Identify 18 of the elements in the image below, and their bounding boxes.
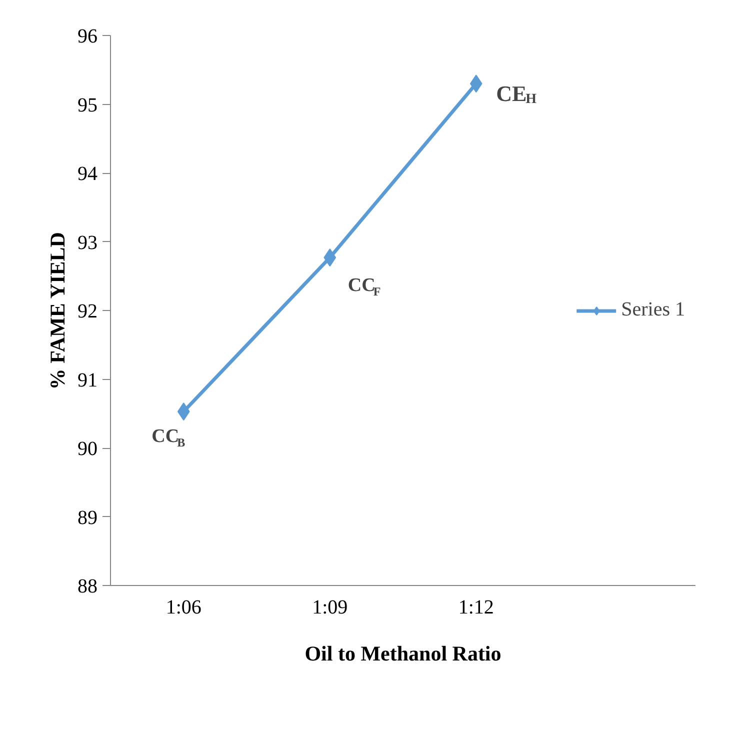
- point: [177, 402, 190, 421]
- y-tick-label: 88: [78, 576, 98, 598]
- x-tick-label: 1:09: [312, 596, 348, 618]
- y-tick-label: 94: [78, 163, 98, 185]
- point: [324, 248, 336, 267]
- y-tick-label: 89: [78, 506, 98, 529]
- y-tick-label: 96: [78, 26, 98, 48]
- y-tick-label: 93: [78, 232, 98, 254]
- y-tick-label: 95: [78, 94, 98, 116]
- y-tick-label: 91: [78, 369, 98, 392]
- y-tick-label: 92: [78, 300, 98, 322]
- legend-label: Series 1: [621, 298, 685, 322]
- y-tick-label: 90: [78, 438, 98, 460]
- point: [470, 74, 482, 93]
- y-axis-title: % FAME YIELD: [46, 232, 70, 390]
- x-tick-label: 1:12: [458, 596, 494, 618]
- x-axis-title: Oil to Methanol Ratio: [304, 642, 502, 666]
- x-tick-label: 1:06: [166, 596, 202, 618]
